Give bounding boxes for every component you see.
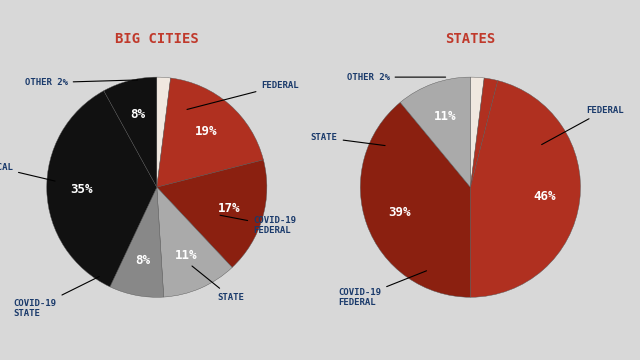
Text: COVID-19
STATE: COVID-19 STATE (13, 276, 99, 318)
Wedge shape (470, 81, 580, 297)
Wedge shape (360, 102, 470, 297)
Text: 39%: 39% (388, 206, 412, 219)
Wedge shape (47, 91, 157, 287)
Text: 35%: 35% (71, 183, 93, 196)
Text: 11%: 11% (434, 110, 456, 123)
Wedge shape (157, 78, 264, 187)
Title: STATES: STATES (445, 32, 495, 46)
Wedge shape (470, 77, 484, 187)
Wedge shape (104, 77, 157, 187)
Text: STATE: STATE (311, 133, 385, 145)
Text: FEDERAL: FEDERAL (187, 81, 299, 109)
Text: STATE: STATE (192, 266, 244, 302)
Wedge shape (470, 78, 498, 187)
Text: 8%: 8% (135, 254, 150, 267)
Wedge shape (157, 160, 267, 267)
Text: 17%: 17% (218, 202, 240, 215)
Wedge shape (157, 77, 171, 187)
Wedge shape (400, 77, 470, 187)
Text: 8%: 8% (131, 108, 146, 121)
Text: 11%: 11% (175, 249, 198, 262)
Text: 46%: 46% (533, 190, 556, 203)
Text: COVID-19
FEDERAL: COVID-19 FEDERAL (220, 215, 296, 235)
Text: LOCAL: LOCAL (0, 163, 55, 181)
Text: FEDERAL: FEDERAL (541, 105, 623, 145)
Text: OTHER 2%: OTHER 2% (25, 78, 138, 87)
Text: 19%: 19% (195, 125, 218, 138)
Title: BIG CITIES: BIG CITIES (115, 32, 198, 46)
Text: COVID-19
FEDERAL: COVID-19 FEDERAL (339, 271, 426, 307)
Wedge shape (157, 187, 232, 297)
Text: OTHER 2%: OTHER 2% (347, 73, 445, 82)
Wedge shape (110, 187, 164, 297)
